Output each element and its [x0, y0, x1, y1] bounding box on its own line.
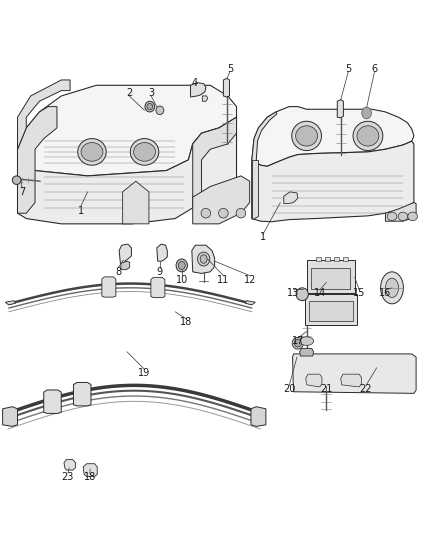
Text: 13: 13: [287, 288, 300, 298]
Ellipse shape: [292, 122, 321, 151]
Polygon shape: [252, 160, 258, 219]
Ellipse shape: [198, 252, 210, 266]
Text: 15: 15: [353, 288, 365, 298]
FancyBboxPatch shape: [316, 257, 321, 261]
Polygon shape: [123, 181, 149, 224]
Polygon shape: [252, 107, 414, 166]
Polygon shape: [306, 374, 322, 387]
Polygon shape: [191, 83, 206, 97]
Text: 2: 2: [126, 88, 132, 98]
Polygon shape: [18, 80, 70, 149]
Text: 9: 9: [157, 267, 163, 277]
Ellipse shape: [147, 103, 153, 110]
Polygon shape: [300, 349, 314, 356]
Text: 18: 18: [84, 472, 96, 482]
Polygon shape: [341, 374, 361, 387]
Ellipse shape: [294, 340, 301, 347]
Ellipse shape: [176, 259, 187, 272]
Ellipse shape: [236, 208, 246, 218]
Polygon shape: [245, 301, 255, 305]
Text: 19: 19: [138, 368, 151, 378]
Polygon shape: [74, 383, 91, 406]
FancyBboxPatch shape: [325, 257, 330, 261]
Polygon shape: [44, 390, 61, 414]
Polygon shape: [385, 203, 416, 221]
Ellipse shape: [219, 208, 228, 218]
FancyBboxPatch shape: [309, 301, 353, 321]
Polygon shape: [252, 141, 414, 222]
Ellipse shape: [385, 278, 399, 297]
FancyBboxPatch shape: [311, 268, 350, 289]
Polygon shape: [18, 117, 237, 224]
Polygon shape: [5, 301, 15, 305]
Polygon shape: [64, 459, 75, 470]
Text: 8: 8: [115, 267, 121, 277]
Ellipse shape: [398, 212, 408, 221]
Ellipse shape: [381, 272, 403, 304]
Text: 21: 21: [320, 384, 332, 394]
Ellipse shape: [200, 255, 207, 263]
FancyBboxPatch shape: [305, 294, 357, 325]
Polygon shape: [192, 245, 215, 273]
Ellipse shape: [292, 337, 304, 349]
Text: 1: 1: [260, 232, 266, 242]
Text: 3: 3: [148, 88, 154, 98]
Ellipse shape: [131, 139, 159, 165]
Polygon shape: [193, 117, 237, 208]
Polygon shape: [251, 407, 266, 426]
Text: 17: 17: [292, 336, 304, 346]
Polygon shape: [18, 107, 57, 213]
Polygon shape: [102, 277, 116, 297]
Polygon shape: [293, 354, 416, 393]
Ellipse shape: [201, 208, 211, 218]
Text: 14: 14: [314, 288, 326, 298]
Polygon shape: [202, 96, 208, 101]
Ellipse shape: [296, 126, 318, 146]
Ellipse shape: [357, 126, 379, 146]
Text: 22: 22: [360, 384, 372, 394]
Polygon shape: [193, 176, 250, 224]
FancyBboxPatch shape: [307, 260, 355, 293]
Text: 5: 5: [345, 64, 351, 74]
Polygon shape: [284, 192, 298, 204]
Text: 10: 10: [176, 275, 188, 285]
Text: 6: 6: [371, 64, 378, 74]
Polygon shape: [157, 244, 167, 261]
Polygon shape: [252, 112, 277, 219]
Ellipse shape: [178, 262, 185, 270]
Ellipse shape: [362, 107, 371, 119]
Text: 5: 5: [227, 64, 233, 74]
Polygon shape: [119, 244, 131, 264]
Text: 11: 11: [217, 275, 230, 285]
Text: 4: 4: [192, 78, 198, 87]
Ellipse shape: [156, 106, 164, 115]
Text: 7: 7: [19, 187, 25, 197]
Polygon shape: [18, 85, 237, 176]
Polygon shape: [3, 407, 18, 426]
Ellipse shape: [145, 101, 155, 112]
Text: 16: 16: [379, 288, 392, 298]
Text: 20: 20: [283, 384, 295, 394]
Ellipse shape: [78, 139, 106, 165]
Ellipse shape: [387, 212, 397, 221]
Polygon shape: [223, 78, 230, 97]
Text: 23: 23: [62, 472, 74, 482]
Ellipse shape: [300, 337, 314, 345]
Polygon shape: [83, 464, 97, 477]
Ellipse shape: [81, 143, 103, 161]
Text: 12: 12: [244, 275, 256, 285]
Text: 18: 18: [180, 318, 192, 327]
Polygon shape: [151, 277, 165, 297]
Ellipse shape: [296, 288, 308, 301]
FancyBboxPatch shape: [334, 257, 339, 261]
Ellipse shape: [353, 122, 383, 151]
Ellipse shape: [134, 143, 155, 161]
Polygon shape: [337, 100, 343, 118]
Polygon shape: [363, 109, 371, 117]
Ellipse shape: [408, 212, 417, 221]
Text: 1: 1: [78, 206, 84, 215]
FancyBboxPatch shape: [343, 257, 348, 261]
Ellipse shape: [12, 176, 21, 184]
Polygon shape: [121, 261, 130, 270]
